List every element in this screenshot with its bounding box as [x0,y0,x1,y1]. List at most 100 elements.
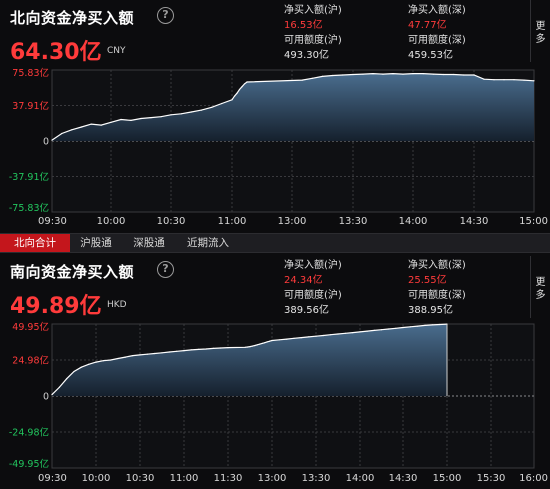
data-point [402,73,404,75]
x-tick-label: 13:00 [278,216,307,227]
net-sh-label: 净买入额(沪) [284,260,342,271]
northbound-chart: 75.83亿 37.91亿 0 -37.91亿 -75.83亿 09:30 10:00 10:… [0,62,550,232]
data-point [161,352,163,354]
data-point [483,78,485,80]
data-point [473,74,475,76]
data-point [246,81,248,83]
net-sz-label: 净买入额(深) [408,260,466,271]
data-point [231,99,233,101]
x-tick-label: 13:30 [339,216,368,227]
data-point [409,326,411,328]
tab-north-total[interactable]: 北向合计 [0,234,70,252]
data-point [190,349,192,351]
net-sh-value: 24.34亿 [284,275,323,286]
data-point [362,73,364,75]
southbound-currency: HKD [107,300,127,310]
data-point [220,347,222,349]
data-point [130,119,132,121]
x-tick-label: 11:30 [214,473,243,484]
tab-shenzhen-connect[interactable]: 深股通 [133,237,165,249]
data-point [422,73,424,75]
help-icon[interactable]: ? [157,261,174,278]
net-sz-value: 25.55亿 [408,275,447,286]
quota-sh-label: 可用额度(沪) [284,35,342,46]
data-point [256,344,258,346]
data-point [150,117,152,119]
x-tick-label: 10:00 [97,216,126,227]
net-sh-label: 净买入额(沪) [284,5,342,16]
data-point [286,338,288,340]
data-point [236,92,238,94]
x-tick-label: 09:30 [38,216,67,227]
help-icon[interactable]: ? [157,7,174,24]
data-point [88,363,90,365]
data-point [352,332,354,334]
net-sz-label: 净买入额(深) [408,5,466,16]
data-point [271,339,273,342]
data-point [344,332,346,334]
data-point [110,359,112,361]
data-point [366,330,368,332]
data-point [251,345,253,347]
data-point [269,340,271,342]
net-sz-value: 47.77亿 [408,20,447,31]
data-point [176,350,178,352]
x-tick-label: 15:00 [519,216,548,227]
data-point [463,74,465,76]
data-point [180,113,182,115]
data-point [120,118,122,121]
data-point [102,360,104,362]
data-point [412,73,414,75]
x-tick-label: 11:00 [170,473,199,484]
data-point [132,355,134,357]
data-point [321,75,324,77]
data-point [261,342,263,344]
data-point [100,124,102,126]
x-tick-label: 14:00 [399,216,428,227]
data-point [124,356,126,358]
data-point [183,350,185,352]
data-point [266,341,268,343]
data-point [139,354,141,356]
more-button[interactable]: 更多 [530,0,550,62]
data-point [432,73,434,75]
x-tick-label: 13:00 [258,473,287,484]
data-point [238,88,241,91]
data-point [311,77,313,79]
data-point [243,83,246,85]
x-tick-label: 14:30 [460,216,489,227]
data-point [212,347,214,349]
net-sh-value: 16.53亿 [284,20,323,31]
data-point [80,366,82,368]
data-point [315,335,317,337]
y-tick-label: 75.83亿 [12,67,49,79]
northbound-currency: CNY [107,46,126,56]
southbound-panel: 南向资金净买入额 ? 49.89亿 HKD 净买入额(沪) 24.34亿 净买入… [0,254,550,489]
x-tick-label: 11:00 [218,216,247,227]
y-tick-label: 37.91亿 [12,100,49,112]
data-point [200,109,203,111]
tab-shanghai-connect[interactable]: 沪股通 [80,237,112,249]
data-point [352,73,354,76]
more-button[interactable]: 更多 [530,256,550,318]
quota-sz-label: 可用额度(深) [408,35,466,46]
data-point [513,79,515,81]
data-point [170,114,172,116]
data-point [388,328,390,330]
southbound-title: 南向资金净买入额 [10,263,135,281]
data-point [431,324,433,326]
y-tick-label: 0 [43,392,49,403]
tab-recent-inflow[interactable]: 近期流入 [187,237,229,249]
data-point [95,361,97,363]
y-tick-label: -37.91亿 [9,171,49,183]
x-tick-label: 10:30 [157,216,186,227]
data-point [154,352,156,355]
series-area [52,324,447,396]
y-tick-label: -49.95亿 [9,458,49,470]
x-tick-label: 10:00 [82,473,111,484]
y-tick-label: -24.98亿 [9,427,49,439]
quota-sh-label: 可用额度(沪) [284,290,342,301]
data-point [523,79,525,81]
data-point [254,344,256,347]
data-point [90,123,92,125]
